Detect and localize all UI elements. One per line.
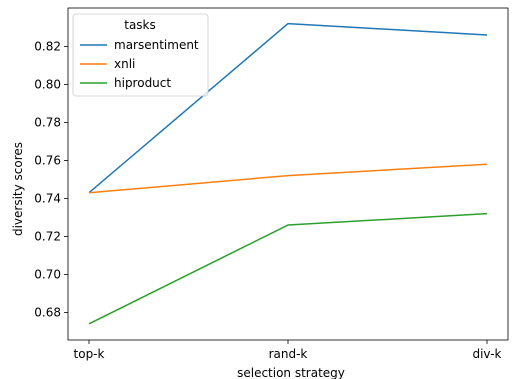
x-tick-label: top-k — [74, 347, 105, 361]
x-tick-label: div-k — [472, 347, 501, 361]
y-tick-label: 0.68 — [34, 305, 61, 319]
series-line-hiproduct — [88, 212, 488, 325]
series-line-xnli — [88, 163, 488, 194]
legend-label-hiproduct: hiproduct — [114, 76, 171, 90]
legend-label-marsentiment: marsentiment — [114, 38, 199, 52]
legend-box — [72, 13, 209, 97]
legend-title: tasks — [124, 18, 156, 32]
y-tick-label: 0.72 — [34, 229, 61, 243]
y-tick-label: 0.78 — [34, 115, 61, 129]
y-tick-label: 0.82 — [34, 39, 61, 53]
series-lines — [88, 22, 488, 325]
series-line-marsentiment — [88, 22, 488, 194]
y-axis-ticks: 0.68 0.70 0.72 0.74 0.76 0.78 0.80 0.82 — [34, 39, 68, 319]
y-tick-label: 0.70 — [34, 267, 61, 281]
x-tick-label: rand-k — [269, 347, 308, 361]
y-tick-label: 0.74 — [34, 191, 61, 205]
legend: tasks marsentiment xnli hiproduct — [72, 13, 209, 97]
legend-label-xnli: xnli — [114, 57, 135, 71]
y-axis-label: diversity scores — [11, 142, 25, 236]
y-tick-label: 0.80 — [34, 77, 61, 91]
x-axis-label: selection strategy — [237, 366, 345, 379]
x-axis-ticks: top-k rand-k div-k — [74, 340, 502, 361]
y-tick-label: 0.76 — [34, 153, 61, 167]
